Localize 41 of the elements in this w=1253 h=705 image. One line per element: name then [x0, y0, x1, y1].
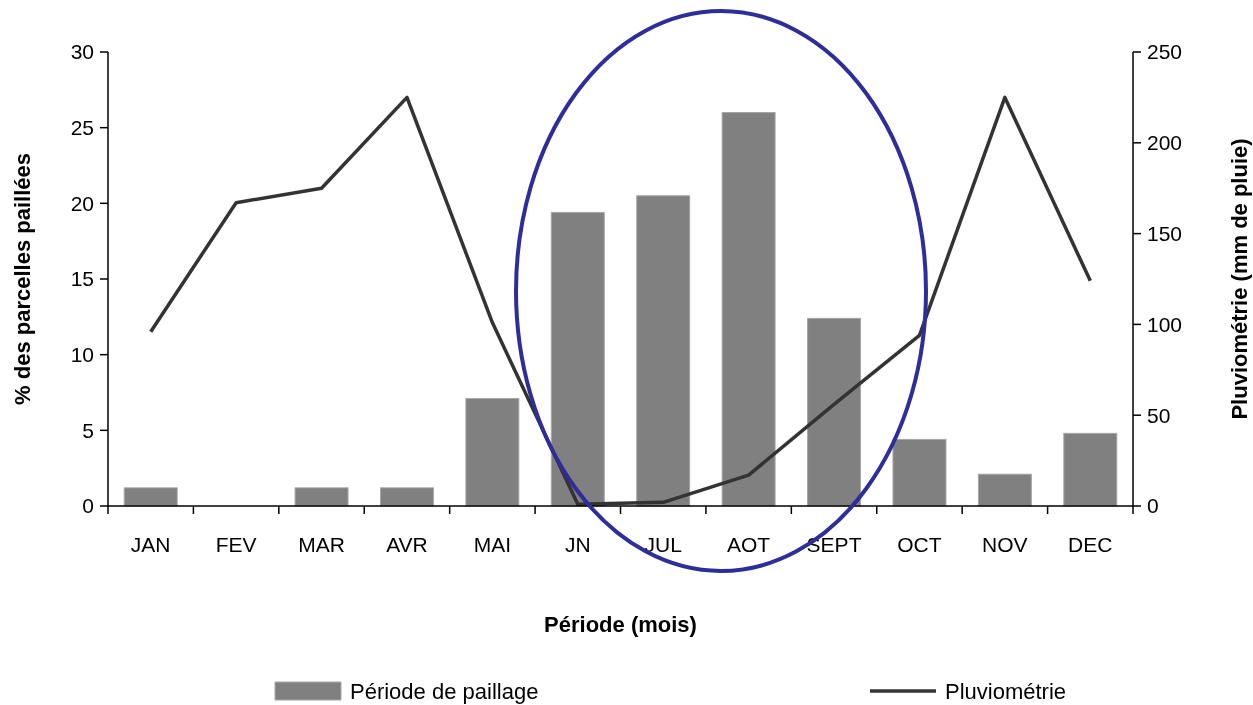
y-tick-label: 15 — [70, 267, 94, 291]
bar — [379, 487, 434, 507]
y2-tick-label: 50 — [1147, 403, 1171, 427]
x-tick-label: JUL — [644, 533, 682, 556]
y2-tick-label: 250 — [1147, 40, 1183, 64]
bar — [977, 473, 1032, 507]
x-tick-label: AVR — [386, 533, 428, 556]
y2-tick-label: 150 — [1147, 221, 1183, 245]
x-axis-title: Période (mois) — [544, 612, 697, 637]
y-tick-label: 5 — [82, 418, 94, 442]
legend-label: Pluviométrie — [945, 678, 1067, 704]
bar — [550, 211, 605, 507]
y-axis-title: % des parcelles paillées — [10, 153, 35, 405]
bar — [636, 195, 691, 507]
y2-axis-title: Pluviométrie (mm de pluie) — [1227, 138, 1252, 420]
bar — [892, 438, 947, 507]
y-tick-label: 25 — [70, 116, 94, 140]
x-tick-label: JAN — [130, 533, 171, 556]
x-tick-label: AOT — [727, 533, 771, 556]
x-tick-label: FEV — [215, 533, 257, 556]
x-tick-label: DEC — [1068, 533, 1113, 556]
y2-tick-label: 0 — [1147, 494, 1159, 518]
x-tick-label: MAI — [473, 533, 512, 556]
bar — [1063, 432, 1118, 507]
bar — [807, 317, 862, 507]
x-tick-label: NOV — [982, 533, 1028, 556]
x-tick-label: OCT — [897, 533, 942, 556]
legend-label: Période de paillage — [350, 678, 539, 704]
y-tick-label: 30 — [70, 40, 94, 64]
x-tick-label: MAR — [298, 533, 345, 556]
x-tick-label: JN — [564, 533, 591, 556]
bar — [721, 112, 776, 507]
line-series — [148, 95, 1093, 506]
bar — [465, 398, 520, 507]
y2-tick-label: 100 — [1147, 312, 1183, 336]
y-tick-label: 20 — [70, 191, 94, 215]
y2-tick-label: 200 — [1147, 131, 1183, 155]
bar — [294, 487, 349, 507]
bar — [123, 487, 178, 507]
y-tick-label: 10 — [70, 343, 94, 367]
y-tick-label: 0 — [82, 494, 94, 518]
